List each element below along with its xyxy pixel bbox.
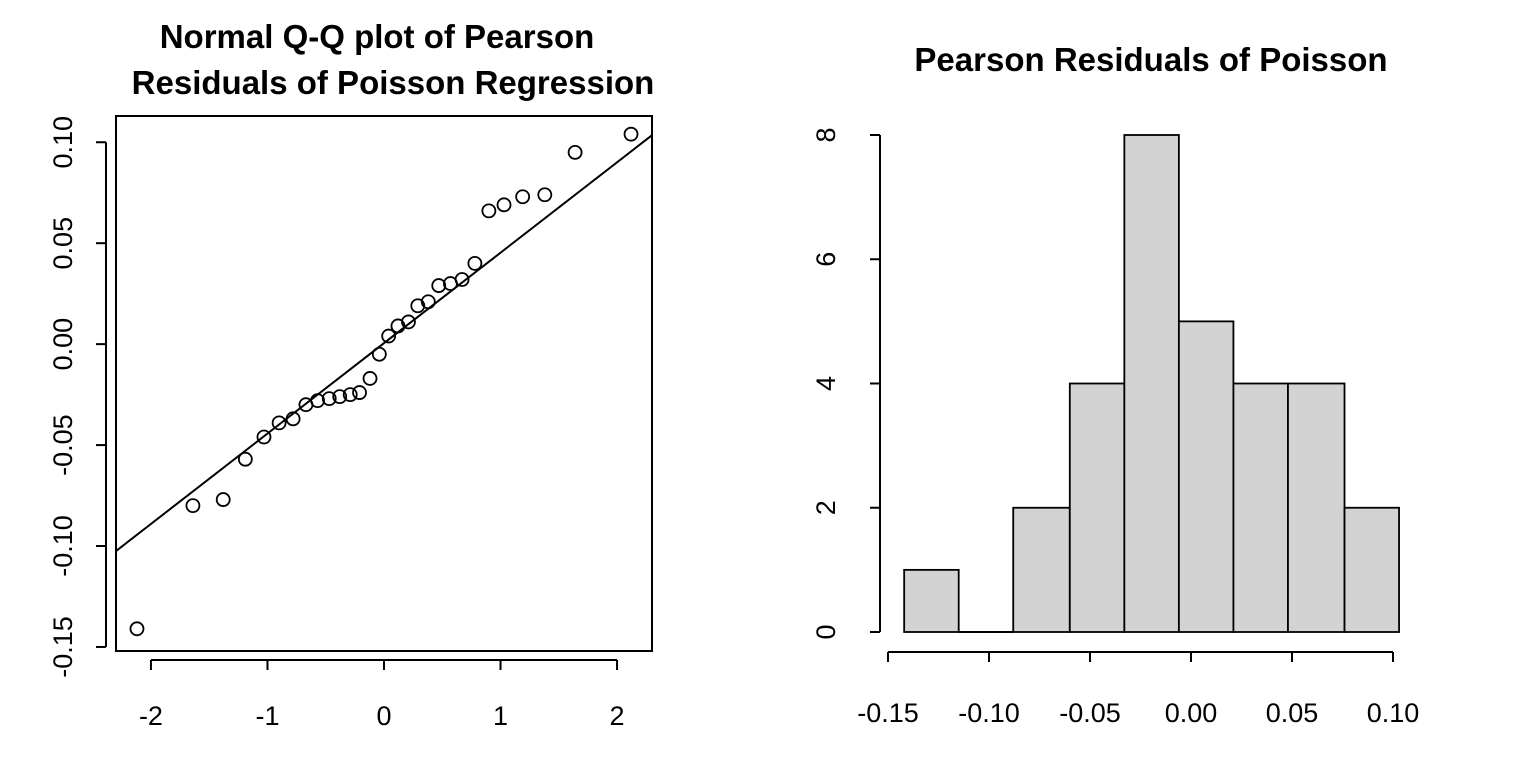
histogram-y-tick-label: 6: [811, 252, 841, 267]
histogram-bar: [903, 568, 960, 633]
qq-point: [381, 328, 397, 344]
histogram-x-tick-label: -0.05: [1059, 698, 1121, 728]
qq-y-tick-label: -0.10: [48, 515, 78, 577]
histogram-x-tick-label: 0.00: [1165, 698, 1218, 728]
qq-point: [332, 389, 348, 405]
qq-x-ticks: -2 -1 0 1 2: [139, 660, 625, 731]
qq-point: [352, 385, 367, 400]
qq-point: [454, 272, 470, 287]
qq-point: [420, 294, 436, 310]
qq-y-tick-label: 0.10: [48, 116, 78, 169]
qq-plot-panel: Normal Q-Q plot of Pearson Residuals of …: [48, 18, 654, 731]
histogram-y-ticks: 0 2 4 6 8: [811, 127, 880, 640]
histogram-bar: [1287, 382, 1346, 633]
qq-point: [515, 189, 531, 205]
qq-point: [342, 387, 358, 403]
qq-x-tick-label: 1: [493, 701, 508, 731]
qq-point: [481, 203, 497, 219]
qq-point: [567, 144, 583, 160]
qq-y-tick-label: -0.15: [48, 616, 78, 678]
qq-point: [431, 278, 447, 293]
qq-plot-frame: [115, 115, 653, 652]
qq-point: [185, 498, 201, 514]
qq-point: [537, 187, 553, 203]
qq-point: [496, 197, 512, 213]
histogram-bar: [1012, 506, 1071, 633]
histogram-y-tick-label: 0: [811, 624, 841, 639]
histogram-bar: [1343, 506, 1400, 633]
qq-plot-title-line-1: Normal Q-Q plot of Pearson: [160, 18, 595, 55]
qq-plot-title-line-2: Residuals of Poisson Regression: [132, 64, 655, 101]
histogram-bars: [903, 134, 1400, 633]
qq-y-tick-label: 0.05: [48, 217, 78, 270]
qq-y-tick-label: 0.00: [48, 318, 78, 371]
qq-point: [467, 255, 483, 271]
qq-point: [285, 411, 301, 427]
histogram-bar: [1177, 320, 1235, 633]
qq-point: [401, 314, 416, 330]
histogram-x-tick-label: 0.05: [1266, 698, 1319, 728]
qq-x-tick-label: 2: [610, 701, 625, 731]
histogram-x-ticks: -0.15 -0.10 -0.05 0.00 0.05 0.10: [857, 652, 1419, 728]
qq-point: [310, 393, 325, 409]
qq-point: [371, 346, 387, 362]
qq-reference-line: [115, 134, 653, 552]
qq-point: [215, 492, 231, 507]
qq-point: [623, 126, 639, 142]
histogram-x-tick-label: 0.10: [1367, 698, 1420, 728]
histogram-y-tick-label: 2: [811, 500, 841, 515]
qq-point: [321, 391, 337, 407]
qq-x-tick-label: 0: [376, 701, 391, 731]
qq-point: [271, 415, 287, 431]
qq-x-tick-label: -1: [255, 701, 279, 731]
histogram-bar: [1232, 382, 1289, 633]
qq-point: [237, 451, 253, 467]
qq-point: [256, 429, 272, 445]
qq-x-tick-label: -2: [139, 701, 163, 731]
histogram-title: Pearson Residuals of Poisson: [914, 41, 1387, 78]
qq-point: [129, 621, 145, 637]
histogram-bar: [1068, 382, 1126, 633]
histogram-x-tick-label: -0.15: [857, 698, 919, 728]
qq-point: [362, 371, 378, 386]
histogram-y-tick-label: 8: [811, 127, 841, 142]
qq-y-tick-label: -0.05: [48, 414, 78, 476]
histogram-y-tick-label: 4: [811, 376, 841, 391]
qq-points: [129, 126, 639, 637]
histogram-bar: [1123, 134, 1180, 633]
qq-y-ticks: -0.15 -0.10 -0.05 0.00 0.05 0.10: [48, 116, 106, 678]
histogram-panel: Pearson Residuals of Poisson -0.15 -0.10-…: [811, 41, 1419, 728]
histogram-x-tick-label: -0.10: [958, 698, 1020, 728]
